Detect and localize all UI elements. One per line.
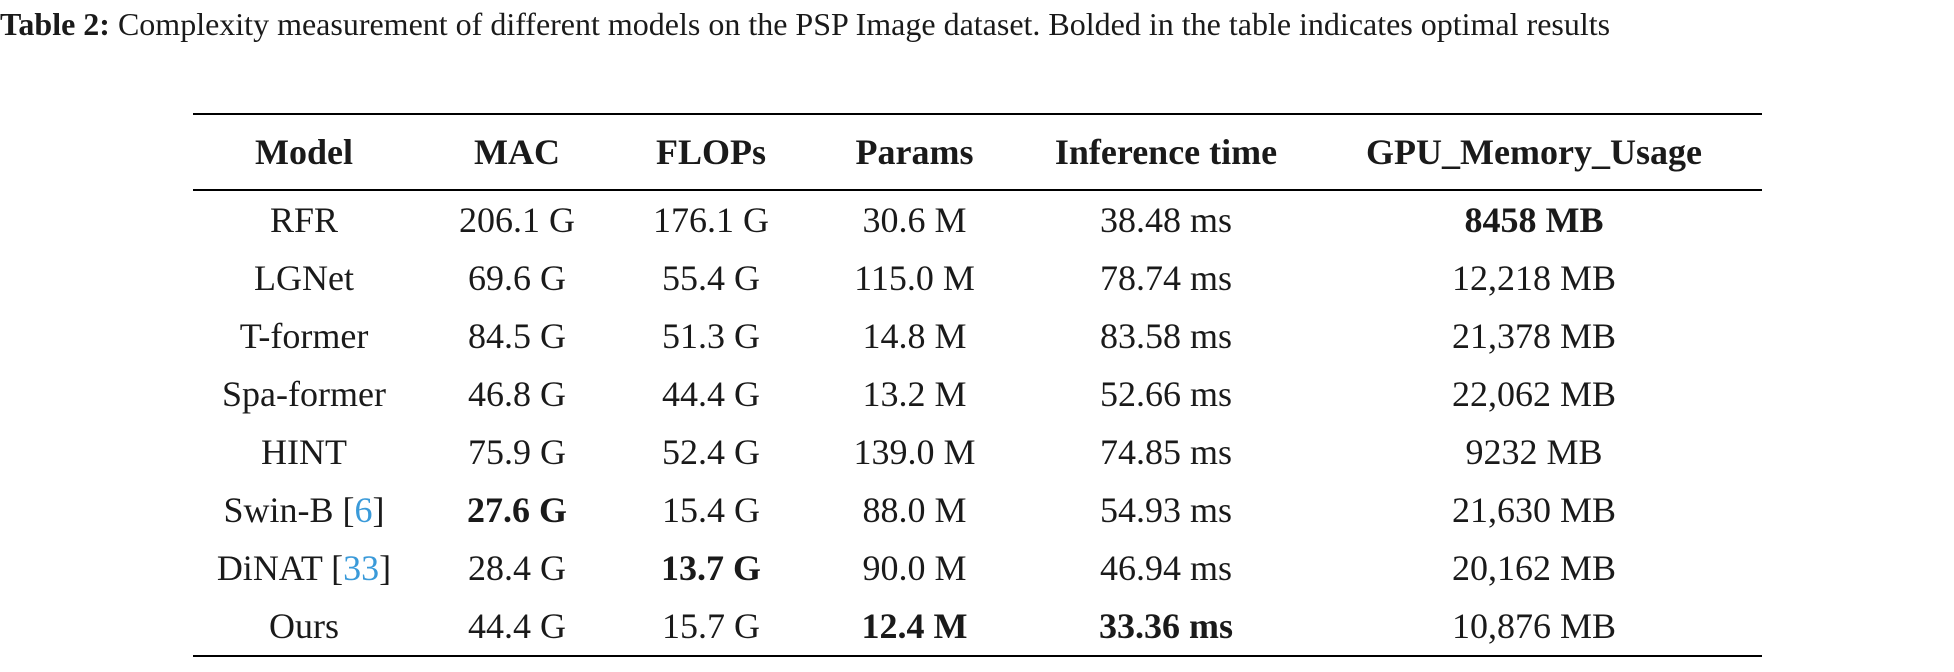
cell-text: Swin-B	[223, 490, 334, 530]
cell-text: 8458 MB	[1464, 200, 1604, 240]
cell-text: 13.7 G	[660, 548, 761, 588]
table-cell: 74.85 ms	[1099, 432, 1232, 472]
table-cell: 8458 MB	[1306, 190, 1762, 249]
table-cell: 51.3 G	[662, 316, 760, 356]
table-cell: RFR	[269, 200, 339, 240]
header-cell: GPU_Memory_Usage	[1306, 113, 1762, 191]
header-cell: Model	[193, 113, 415, 191]
table-body: RFR 206.1 G 176.1 G 30.6 M 38.48 ms 8458 MB LG…	[193, 190, 1762, 657]
table-cell: 22,062 MB	[1451, 374, 1617, 414]
table-cell: 27.6 G	[415, 481, 619, 539]
table-cell: 78.74 ms	[1099, 258, 1232, 298]
cell-text: 27.6 G	[466, 490, 567, 530]
table-cell: 84.5 G	[468, 316, 566, 356]
table-cell: 176.1 G	[653, 200, 769, 240]
table-cell: 54.93 ms	[1099, 490, 1232, 530]
table-cell: 46.94 ms	[1099, 548, 1232, 588]
table-cell: 44.4 G	[415, 597, 619, 657]
table-row: DiNAT [33] 28.4 G 13.7 G 90.0 M 46.94 ms 20,1…	[193, 539, 1762, 597]
table-cell: 30.6 M	[862, 200, 967, 240]
table-cell: 10,876 MB	[1306, 597, 1762, 657]
citation: [33]	[331, 548, 392, 588]
table-cell: 75.9 G	[468, 432, 566, 472]
table-cell: 38.48 ms	[1099, 200, 1232, 240]
table-cell: Ours	[193, 597, 415, 657]
table-cell: 21,378 MB	[1451, 316, 1617, 356]
table-cell: 88.0 M	[862, 490, 967, 530]
table-cell: 33.36 ms	[1026, 597, 1306, 657]
table-cell: 52.66 ms	[1099, 374, 1232, 414]
table-cell: 55.4 G	[662, 258, 760, 298]
table-cell: DiNAT [33]	[193, 539, 415, 597]
table-cell: Swin-B [6]	[193, 481, 415, 539]
table-cell: 52.4 G	[662, 432, 760, 472]
table-cell: 83.58 ms	[1099, 316, 1232, 356]
table-row: Swin-B [6] 27.6 G 15.4 G 88.0 M 54.93 ms 21,6…	[193, 481, 1762, 539]
header-cell: MAC	[415, 113, 619, 191]
table-cell: 115.0 M	[854, 258, 975, 298]
table-row: Spa-former 46.8 G 44.4 G 13.2 M 52.66 ms 22,0…	[193, 365, 1762, 423]
table-row: T-former 84.5 G 51.3 G 14.8 M 83.58 ms 21,378…	[193, 307, 1762, 365]
table-cell: 12.4 M	[803, 597, 1026, 657]
header-cell: Params	[803, 113, 1026, 191]
cell-text: DiNAT	[216, 548, 323, 588]
citation: [6]	[342, 490, 385, 530]
table-cell: 13.2 M	[862, 374, 967, 414]
table-cell: 46.8 G	[468, 374, 566, 414]
complexity-table: Model MAC FLOPs Params Inference time GPU_Mem…	[193, 113, 1762, 657]
cell-text: 12.4 M	[861, 606, 968, 646]
table-cell: 20,162 MB	[1451, 548, 1617, 588]
table-cell: 21,630 MB	[1451, 490, 1617, 530]
table-cell: 139.0 M	[853, 432, 976, 472]
table-cell: 28.4 G	[468, 548, 566, 588]
table-caption: Table 2: Complexity measurement of diffe…	[0, 4, 1950, 44]
header-cell: FLOPs	[619, 113, 803, 191]
table-row: RFR 206.1 G 176.1 G 30.6 M 38.48 ms 8458 MB	[193, 190, 1762, 249]
cell-text: 33.36 ms	[1099, 606, 1233, 646]
table-cell: 90.0 M	[862, 548, 967, 588]
table-cell: 15.7 G	[619, 597, 803, 657]
table-cell: 15.4 G	[662, 490, 760, 530]
table-cell: HINT	[261, 432, 347, 472]
table-cell: LGNet	[254, 258, 354, 298]
table-cell: Spa-former	[222, 374, 386, 414]
header-row: Model MAC FLOPs Params Inference time GPU_Mem…	[193, 113, 1762, 191]
caption-label: Table 2:	[0, 6, 110, 42]
table-row: LGNet 69.6 G 55.4 G 115.0 M 78.74 ms 12,218 M…	[193, 249, 1762, 307]
table-cell: 12,218 MB	[1451, 258, 1617, 298]
table-cell: 206.1 G	[459, 200, 575, 240]
table-cell: T-former	[239, 316, 369, 356]
caption-text: Complexity measurement of different mode…	[117, 6, 1611, 42]
table-row: HINT 75.9 G 52.4 G 139.0 M 74.85 ms 9232 MB	[193, 423, 1762, 481]
table-cell: 14.8 M	[862, 316, 967, 356]
table-cell: 9232 MB	[1465, 432, 1603, 472]
table-cell: 13.7 G	[619, 539, 803, 597]
table-row: Ours 44.4 G 15.7 G 12.4 M 33.36 ms 10,876 MB	[193, 597, 1762, 657]
table-cell: 44.4 G	[662, 374, 760, 414]
header-cell: Inference time	[1026, 113, 1306, 191]
table-cell: 69.6 G	[468, 258, 566, 298]
